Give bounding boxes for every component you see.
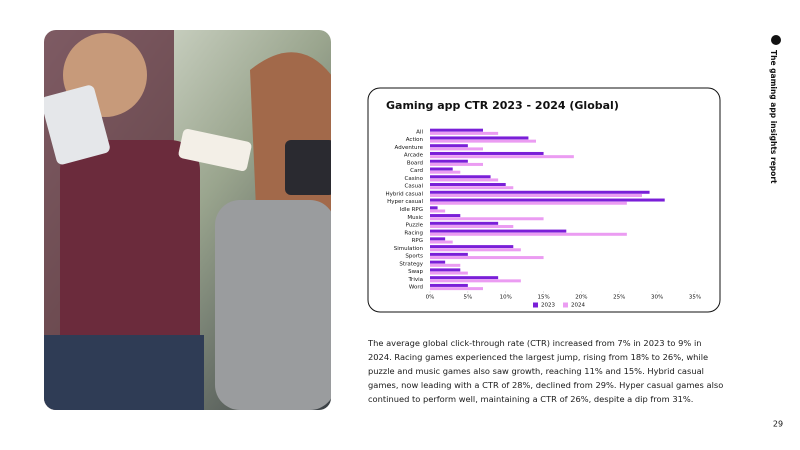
y-tick-label: Racing xyxy=(404,230,423,236)
legend-label: 2023 xyxy=(541,303,555,309)
bar xyxy=(430,136,529,140)
bar xyxy=(430,214,461,218)
chart-title: Gaming app CTR 2023 - 2024 (Global) xyxy=(386,99,619,112)
y-tick-label: RPG xyxy=(412,238,423,244)
bar xyxy=(430,271,468,275)
bar xyxy=(430,237,446,241)
y-tick-label: Strategy xyxy=(399,261,423,267)
bar xyxy=(430,190,650,194)
x-tick-label: 35% xyxy=(689,295,701,301)
bar xyxy=(430,206,438,210)
y-tick-label: Puzzle xyxy=(406,223,424,229)
y-tick-label: Hyper casual xyxy=(387,199,423,205)
bar xyxy=(430,162,483,166)
bar xyxy=(430,178,499,182)
bar xyxy=(430,128,483,132)
bar xyxy=(430,287,483,291)
x-tick-label: 20% xyxy=(575,295,587,301)
y-tick-label: Card xyxy=(410,168,423,174)
y-tick-label: Swap xyxy=(408,269,423,275)
bar xyxy=(430,256,544,260)
bar xyxy=(430,183,506,187)
bar xyxy=(430,131,499,135)
bar xyxy=(430,240,453,244)
bar xyxy=(430,151,544,155)
bar xyxy=(430,198,665,202)
bar xyxy=(430,144,468,148)
bar xyxy=(430,252,468,256)
bar xyxy=(430,221,499,225)
y-tick-label: Idle RPG xyxy=(400,207,423,213)
bar xyxy=(430,167,453,171)
y-tick-label: Board xyxy=(407,160,423,166)
y-tick-label: Adventure xyxy=(395,145,424,151)
bar xyxy=(430,263,461,267)
photo xyxy=(44,30,331,410)
page-number: 29 xyxy=(773,420,783,429)
x-tick-label: 5% xyxy=(463,295,472,301)
x-tick-label: 10% xyxy=(500,295,512,301)
legend-swatch xyxy=(533,302,538,308)
y-tick-label: Sports xyxy=(405,254,423,260)
y-tick-label: Casino xyxy=(405,176,424,182)
bar xyxy=(430,217,544,221)
bar xyxy=(430,276,499,280)
y-tick-label: Trivia xyxy=(408,277,424,283)
bar xyxy=(430,155,574,159)
x-tick-label: 30% xyxy=(651,295,663,301)
x-tick-label: 0% xyxy=(426,295,435,301)
y-tick-label: Word xyxy=(409,285,423,291)
bar xyxy=(430,139,536,143)
x-tick-label: 15% xyxy=(537,295,549,301)
bar xyxy=(430,170,461,174)
bar xyxy=(430,245,514,249)
side-title: The gaming app insights report xyxy=(769,50,778,184)
body-paragraph: The average global click-through rate (C… xyxy=(368,338,724,404)
y-tick-label: All xyxy=(416,129,423,135)
bar xyxy=(430,268,461,272)
bar xyxy=(430,248,521,252)
legend-swatch xyxy=(563,302,568,308)
bar xyxy=(430,279,521,283)
bar xyxy=(430,209,446,213)
x-tick-label: 25% xyxy=(613,295,625,301)
bar xyxy=(430,147,483,151)
bar xyxy=(430,175,491,179)
bar xyxy=(430,186,514,190)
y-tick-label: Arcade xyxy=(404,153,424,159)
bar xyxy=(430,159,468,163)
bar xyxy=(430,225,514,229)
logo-icon xyxy=(771,35,781,45)
y-tick-label: Action xyxy=(406,137,424,143)
bar xyxy=(430,229,567,233)
y-tick-label: Casual xyxy=(405,184,424,190)
y-tick-label: Simulation xyxy=(394,246,424,252)
y-tick-label: Music xyxy=(407,215,423,221)
bar xyxy=(430,232,627,236)
y-tick-label: Hybrid casual xyxy=(385,191,423,197)
bar xyxy=(430,193,642,197)
bar xyxy=(430,260,446,264)
legend-label: 2024 xyxy=(571,303,585,309)
bar xyxy=(430,201,627,205)
bar xyxy=(430,283,468,287)
